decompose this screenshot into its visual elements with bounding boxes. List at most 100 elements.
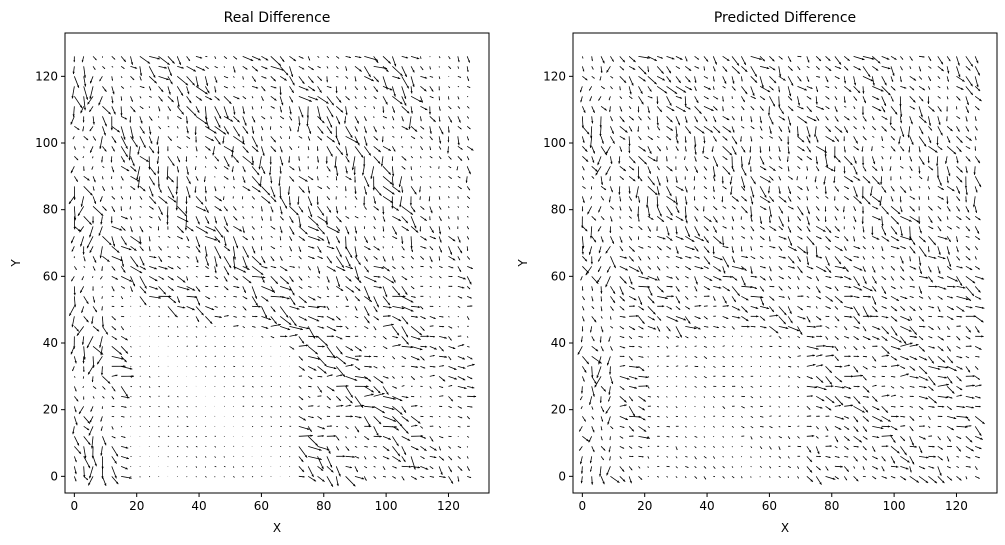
arrow-head <box>429 148 431 151</box>
arrow <box>619 216 621 219</box>
arrow-head <box>270 128 272 130</box>
arrow-head <box>618 161 621 164</box>
arrow-head <box>633 59 636 63</box>
arrow-head <box>726 117 730 120</box>
arrow <box>750 426 754 429</box>
arrow-head <box>294 323 297 327</box>
arrow-head <box>382 410 385 414</box>
arrow-head <box>762 227 765 230</box>
arrow-head <box>434 347 437 350</box>
arrow-head <box>780 268 783 270</box>
arrow-head <box>226 167 229 170</box>
arrow <box>703 396 706 398</box>
arrow-head <box>670 119 673 123</box>
arrow-head <box>677 300 680 304</box>
arrow <box>466 216 469 218</box>
arrow-head <box>602 198 604 201</box>
arrow-head <box>372 187 375 191</box>
arrow-head <box>441 266 443 268</box>
arrow-head <box>466 70 469 72</box>
arrow <box>675 476 678 479</box>
arrow-head <box>780 167 783 169</box>
arrow-head <box>124 359 127 363</box>
arrow-head <box>235 57 237 60</box>
arrow <box>647 356 649 358</box>
arrow-head <box>252 108 254 110</box>
arrow-head <box>301 398 304 400</box>
arrow-head <box>723 218 725 220</box>
arrow <box>74 376 76 378</box>
arrow-head <box>375 257 378 260</box>
arrow-head <box>582 319 585 322</box>
arrow-head <box>449 120 452 123</box>
arrow-head <box>300 327 303 331</box>
arrow-head <box>413 396 415 398</box>
arrow-head <box>190 228 194 232</box>
arrow-head <box>89 234 92 238</box>
arrow-head <box>224 243 227 247</box>
arrow <box>694 376 697 379</box>
arrow-head <box>113 389 116 392</box>
arrow-head <box>580 278 582 281</box>
arrow <box>205 476 207 478</box>
arrow-head <box>369 299 372 302</box>
arrow-head <box>345 153 349 157</box>
arrow <box>326 56 330 59</box>
arrow-head <box>621 469 625 472</box>
arrow <box>722 466 725 469</box>
arrow-head <box>339 254 342 258</box>
arrow-head <box>377 161 381 164</box>
arrow-head <box>453 367 457 370</box>
arrow-field <box>68 55 477 487</box>
arrow-head <box>393 377 395 379</box>
arrow-head <box>653 311 656 315</box>
arrow <box>759 345 763 348</box>
arrow-head <box>216 277 218 279</box>
arrow-head <box>728 130 732 133</box>
arrow-head <box>460 297 463 299</box>
arrow-head <box>653 158 656 162</box>
arrow-head <box>467 318 470 320</box>
arrow-head <box>375 309 378 313</box>
arrow <box>438 185 441 188</box>
arrow <box>750 415 754 418</box>
arrow-head <box>328 210 332 213</box>
arrow-head <box>122 159 125 163</box>
arrow-head <box>404 357 406 359</box>
arrow-head <box>677 122 680 126</box>
arrow-head <box>641 356 644 358</box>
arrow-head <box>412 70 415 73</box>
x-tick-label: 120 <box>437 499 460 513</box>
arrow-head <box>640 478 643 480</box>
arrow <box>731 106 735 109</box>
arrow-head <box>680 188 684 191</box>
arrow-head <box>424 107 428 111</box>
arrow-head <box>83 75 87 78</box>
arrow-head <box>248 280 252 284</box>
arrow-head <box>764 195 767 198</box>
arrow-head <box>602 409 604 413</box>
arrow-head <box>460 407 462 409</box>
arrow <box>373 106 376 110</box>
arrow-head <box>121 297 123 300</box>
arrow-head <box>245 131 249 134</box>
arrow-head <box>431 76 434 78</box>
arrow-head <box>643 79 646 82</box>
arrow <box>102 396 105 399</box>
arrow-head <box>236 160 239 163</box>
arrow-head <box>744 198 747 202</box>
arrow-head <box>706 317 708 320</box>
arrow-head <box>732 219 734 222</box>
arrow-head <box>80 204 83 207</box>
arrow-head <box>630 97 633 99</box>
arrow-head <box>711 108 714 111</box>
arrow <box>750 396 754 399</box>
arrow-head <box>126 457 129 460</box>
arrow <box>101 296 103 299</box>
arrow-head <box>357 288 361 291</box>
arrow-head <box>676 140 679 144</box>
arrow-head <box>156 161 159 164</box>
arrow-head <box>359 355 362 358</box>
arrow-head <box>399 398 403 401</box>
arrow-head <box>405 334 408 338</box>
